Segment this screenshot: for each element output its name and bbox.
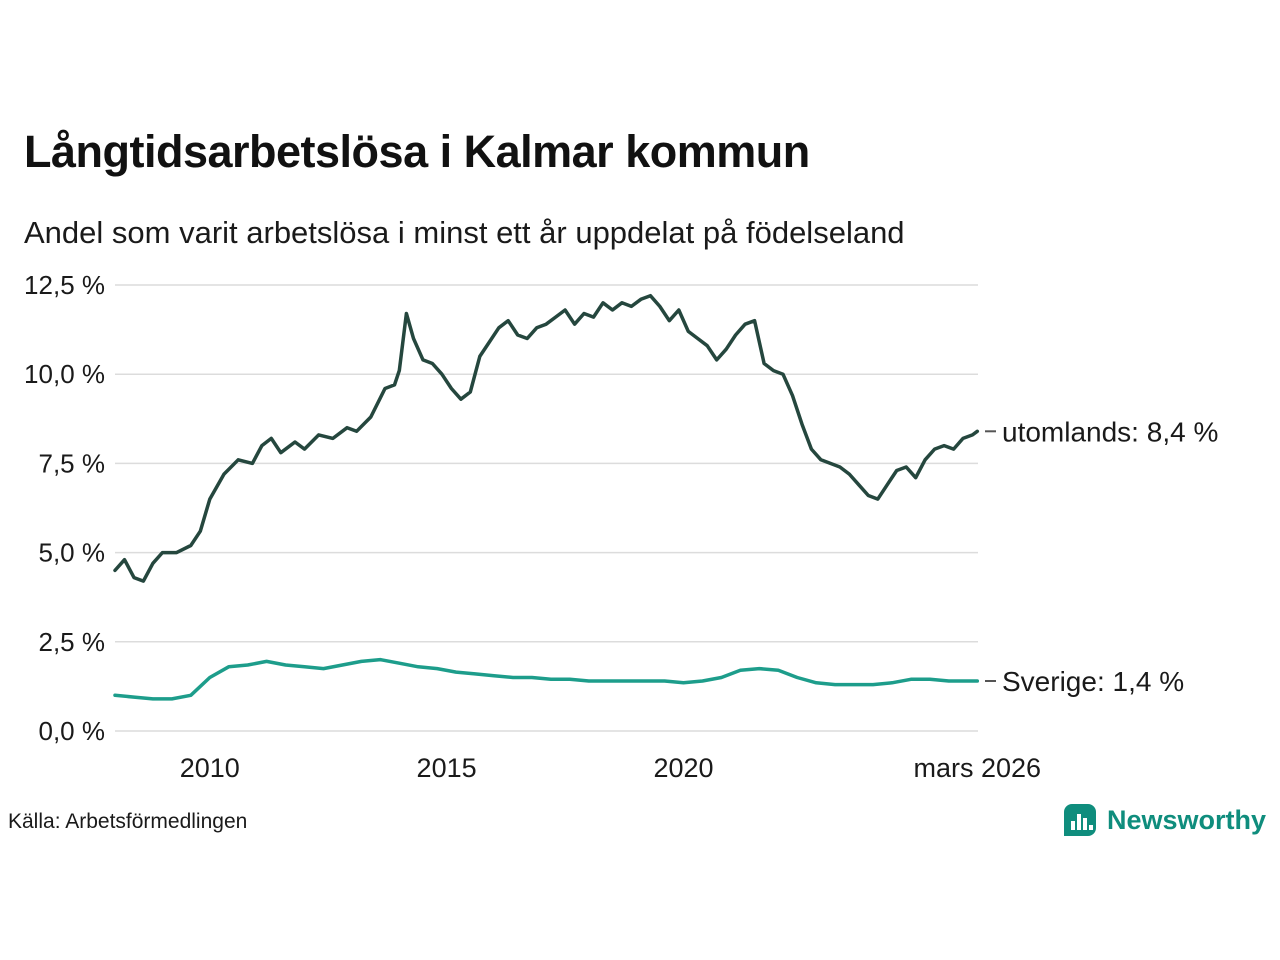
x-tick-label: 2020 (653, 753, 713, 783)
y-tick-label: 5,0 % (39, 538, 106, 568)
series-end-label-utomlands: utomlands: 8,4 % (1002, 416, 1218, 447)
newsworthy-logo-text: Newsworthy (1106, 804, 1266, 835)
y-tick-label: 7,5 % (39, 448, 106, 478)
chart-title: Långtidsarbetslösa i Kalmar kommun (24, 126, 810, 177)
x-tick-label: 2015 (417, 753, 477, 783)
chart-subtitle: Andel som varit arbetslösa i minst ett å… (24, 215, 905, 250)
y-tick-label: 2,5 % (39, 627, 106, 657)
series-line-Sverige (113, 657, 980, 701)
x-tick-label: 2010 (180, 753, 240, 783)
y-tick-label: 12,5 % (24, 270, 105, 300)
x-tick-label: mars 2026 (914, 753, 1042, 783)
series-end-label-Sverige: Sverige: 1,4 % (1002, 666, 1184, 697)
newsworthy-logo-icon (1063, 804, 1096, 836)
y-tick-label: 0,0 % (39, 716, 106, 746)
source-note: Källa: Arbetsförmedlingen (8, 810, 248, 833)
series-line-utomlands (113, 293, 980, 583)
y-tick-label: 10,0 % (24, 359, 105, 389)
newsworthy-logo: Newsworthy (1062, 802, 1266, 838)
